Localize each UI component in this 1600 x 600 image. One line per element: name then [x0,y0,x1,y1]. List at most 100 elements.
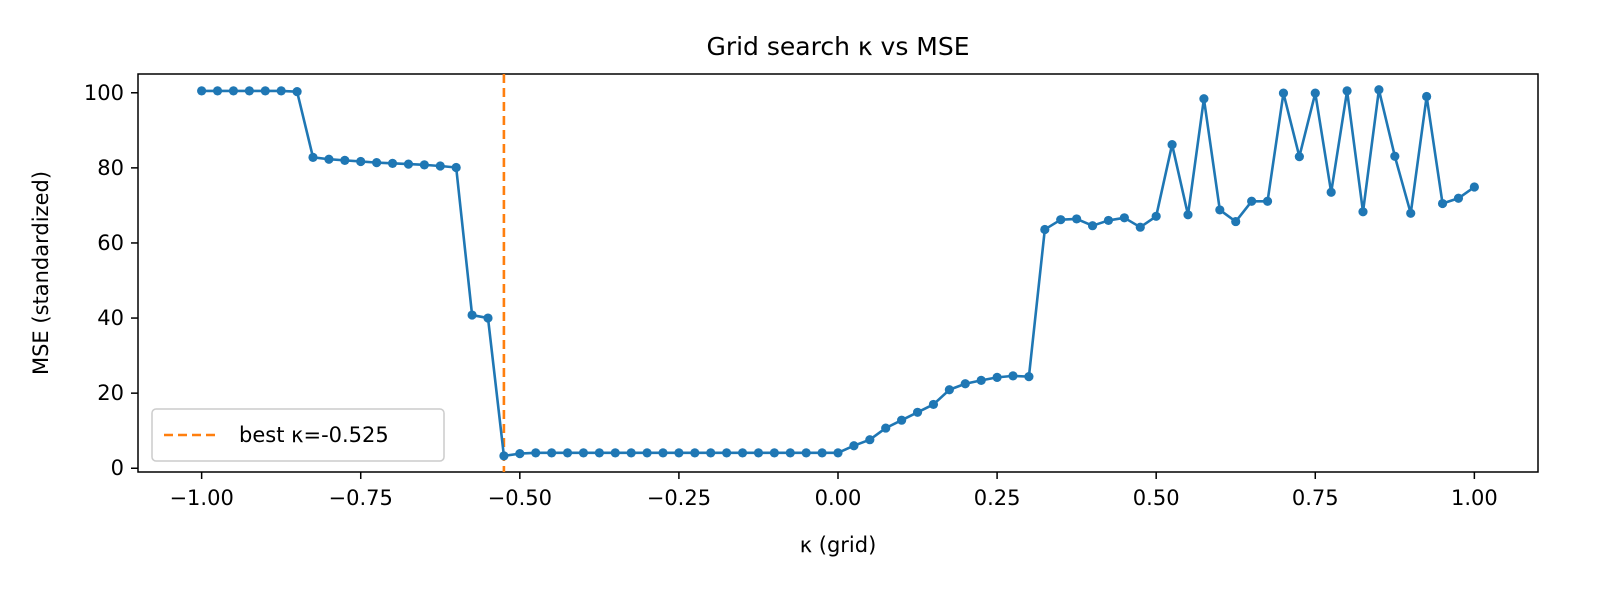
data-point [499,451,509,461]
data-point [515,449,525,459]
data-point [1008,371,1018,381]
data-point [1024,372,1034,382]
data-point [992,372,1002,382]
data-point [1040,224,1050,235]
data-point [562,448,573,458]
data-point [801,448,811,458]
data-point [1183,210,1193,220]
data-point [403,159,414,169]
data-point [387,158,398,168]
data-point [451,162,461,173]
data-point [419,160,429,170]
data-point [1167,139,1177,150]
data-point [1342,86,1352,96]
x-tick-label: 0.25 [974,486,1021,510]
y-axis-label: MSE (standardized) [29,171,53,375]
y-tick-label: 100 [84,81,124,105]
y-axis-ticks: 0 20 40 60 80 100 [84,81,138,480]
data-point [1374,85,1384,95]
x-tick-label: 0.00 [815,486,862,510]
data-point [912,407,923,417]
data-point [1087,221,1098,231]
data-point [1262,196,1273,206]
data-point [340,155,350,165]
plot-area: −1.00 −0.75 −0.50 −0.25 0.00 0.25 0.50 0.75 1.00… [84,73,1539,510]
data-point [944,385,954,395]
data-point [308,152,318,162]
data-point [228,86,239,96]
data-point [260,86,270,96]
y-tick-label: 20 [97,381,124,405]
x-tick-label: 0.50 [1133,486,1180,510]
data-point [292,87,302,97]
data-point [1326,187,1336,197]
data-point [849,441,859,451]
data-point [276,86,286,96]
x-axis-ticks: −1.00 −0.75 −0.50 −0.25 0.00 0.25 0.50 0.75 1.00 [169,472,1498,510]
data-point [1406,208,1416,218]
data-point [753,448,764,458]
x-axis-label: κ (grid) [800,533,877,557]
data-point [1199,94,1209,104]
data-point [1151,211,1161,221]
data-point [897,415,907,425]
data-point [547,448,557,458]
data-point [737,448,748,458]
data-point [435,161,445,171]
data-point [467,310,477,320]
data-point [531,448,541,458]
data-point [769,448,779,458]
data-point [244,86,254,96]
data-point [1056,215,1066,225]
data-point [1358,207,1368,217]
legend-label: best κ=-0.525 [239,423,389,447]
series-points [197,85,1479,461]
data-point [212,86,223,96]
data-point [817,448,827,458]
data-point [1453,193,1464,203]
data-point [1310,88,1320,98]
data-point [865,435,875,445]
data-point [722,448,732,458]
x-tick-label: 1.00 [1451,486,1498,510]
data-point [1135,222,1145,232]
y-tick-label: 40 [97,306,124,330]
data-point [1247,196,1257,206]
data-point [1437,198,1448,209]
data-point [324,154,334,164]
data-point [928,399,939,410]
chart-title: Grid search κ vs MSE [706,32,969,61]
y-tick-label: 0 [111,456,124,480]
x-tick-label: 0.75 [1292,486,1339,510]
legend-box [151,408,445,462]
data-point [1231,216,1241,227]
data-point [960,379,970,389]
data-point [372,158,382,168]
data-point [1103,215,1114,226]
data-point [976,375,986,385]
data-point [1294,152,1304,162]
x-tick-label: −0.50 [488,486,552,510]
y-tick-label: 60 [97,231,124,255]
x-tick-label: −0.25 [647,486,711,510]
data-point [1390,151,1400,161]
y-tick-label: 80 [97,156,124,180]
data-point [1422,91,1432,102]
data-point [1072,214,1082,224]
data-point [1119,213,1129,223]
data-point [674,448,684,458]
data-point [785,448,795,458]
data-point [658,448,668,458]
data-point [833,448,843,458]
data-point [356,156,366,167]
data-point [1215,205,1225,215]
data-point [642,448,652,458]
x-tick-label: −0.75 [329,486,393,510]
data-point [626,448,636,458]
data-point [1278,88,1289,98]
x-tick-label: −1.00 [169,486,233,510]
data-point [594,448,604,458]
data-point [1469,182,1479,192]
data-point [578,448,589,458]
